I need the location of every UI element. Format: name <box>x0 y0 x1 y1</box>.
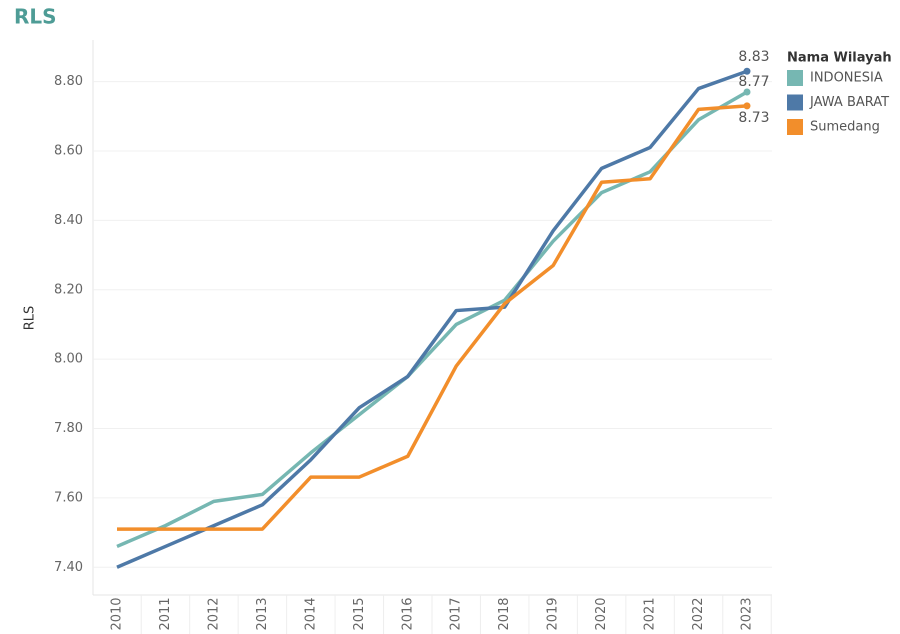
y-tick-label: 7.60 <box>54 490 83 505</box>
x-tick-label: 2019 <box>546 597 561 630</box>
legend-label: JAWA BARAT <box>809 95 889 110</box>
end-label: 8.83 <box>738 49 769 65</box>
legend-swatch <box>787 94 803 111</box>
x-tick-label: 2014 <box>303 597 318 630</box>
y-tick-label: 8.20 <box>54 282 83 297</box>
chart-title: RLS <box>14 5 57 29</box>
series-line <box>117 104 748 531</box>
legend-swatch <box>787 119 803 135</box>
y-tick-label: 7.40 <box>54 560 83 575</box>
end-label: 8.73 <box>738 110 769 126</box>
y-tick-label: 8.60 <box>54 144 83 159</box>
x-tick-label: 2016 <box>400 597 415 630</box>
y-tick-label: 8.00 <box>54 352 83 367</box>
legend-swatch <box>787 70 803 86</box>
x-tick-label: 2018 <box>497 597 512 630</box>
x-tick-label: 2017 <box>449 597 464 630</box>
series-line <box>116 90 748 549</box>
x-tick-label: 2020 <box>594 597 609 630</box>
end-point <box>743 88 751 96</box>
x-tick-label: 2023 <box>740 597 755 630</box>
series-line <box>116 69 748 569</box>
x-tick-label: 2010 <box>110 597 125 630</box>
x-tick-label: 2011 <box>158 597 173 630</box>
x-tick-label: 2013 <box>255 597 270 630</box>
end-point <box>743 67 751 75</box>
legend-title: Nama Wilayah <box>787 51 892 66</box>
y-axis-label: RLS <box>23 306 38 331</box>
x-tick-label: 2022 <box>691 597 706 630</box>
legend-label: INDONESIA <box>810 71 883 86</box>
y-tick-label: 8.80 <box>54 74 83 89</box>
end-label: 8.77 <box>738 74 769 90</box>
x-tick-label: 2015 <box>352 597 367 630</box>
legend-label: Sumedang <box>810 120 880 135</box>
y-tick-label: 8.40 <box>54 213 83 228</box>
end-point <box>743 102 751 110</box>
x-tick-label: 2021 <box>643 597 658 630</box>
y-tick-label: 7.80 <box>54 421 83 436</box>
x-tick-label: 2012 <box>206 597 221 630</box>
